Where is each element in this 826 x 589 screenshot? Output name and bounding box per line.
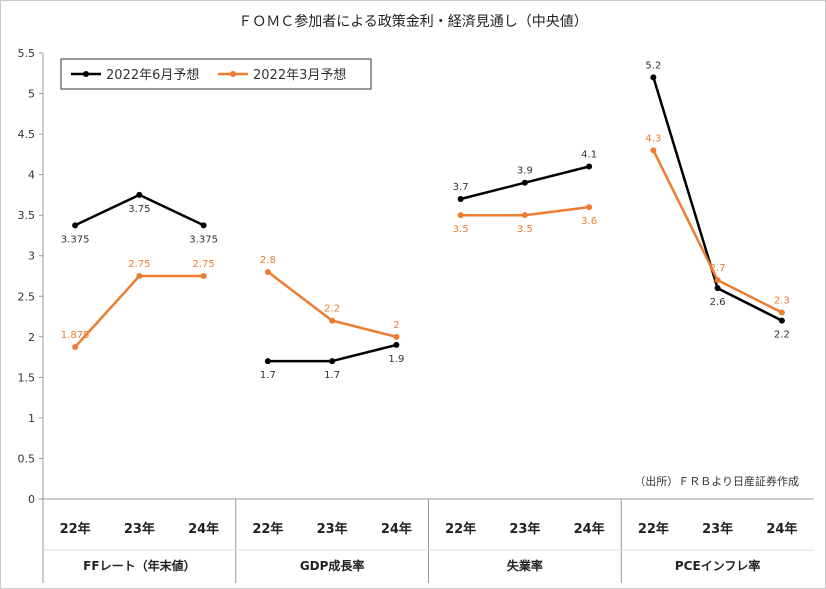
y-tick-label: 3: [28, 250, 35, 263]
data-point: [72, 343, 79, 350]
y-tick-label: 0: [28, 493, 35, 506]
data-point: [650, 74, 657, 81]
y-tick-label: 4.5: [18, 128, 36, 141]
data-point: [586, 163, 593, 170]
x-group-label: 失業率: [507, 558, 543, 573]
data-label: 2.75: [192, 259, 214, 270]
y-tick-label: 2.5: [18, 290, 36, 303]
data-label: 1.7: [260, 370, 276, 381]
data-label: 2.75: [128, 259, 150, 270]
y-tick-label: 2: [28, 331, 35, 344]
y-tick-label: 1.5: [18, 371, 36, 384]
data-label: 1.9: [388, 354, 404, 365]
data-point: [264, 268, 271, 275]
x-group-label: PCEインフレ率: [675, 558, 760, 573]
data-point: [136, 191, 143, 198]
x-category-label: 22年: [252, 521, 283, 537]
x-category-label: 24年: [188, 521, 219, 537]
y-tick-label: 1: [28, 412, 35, 425]
series-line: [652, 76, 783, 322]
x-category-label: 22年: [445, 521, 476, 537]
data-point: [778, 309, 785, 316]
y-tick-label: 4: [28, 169, 35, 182]
data-point: [72, 222, 79, 229]
x-category-label: 24年: [574, 521, 605, 537]
source-note: （出所）ＦＲＢより日産証券作成: [634, 474, 799, 488]
data-point: [521, 179, 528, 186]
legend-box: [60, 58, 372, 90]
data-label: 3.5: [453, 224, 469, 235]
axes: 0 0.5 1 1.5 2 2.5 3 3.5 4 4.5 5 5.5 22年 23年 24年 FFレート（年…: [18, 47, 814, 583]
x-group-label: FFレート（年末値）: [83, 558, 195, 573]
y-tick-label: 5: [28, 88, 35, 101]
x-category-label: 23年: [509, 521, 540, 537]
legend: 2022年6月予想 2022年3月予想: [60, 58, 372, 90]
series-line: [74, 274, 204, 348]
data-point: [329, 317, 336, 324]
series-layer: 3.375 3.75 3.375 1.7 1.7 1.9 3.7 3.9 4.1 5.2 2.6 2.…: [61, 60, 790, 381]
data-label: 2: [393, 320, 399, 331]
x-category-label: 22年: [638, 521, 669, 537]
legend-marker-march: [230, 71, 236, 77]
data-point: [714, 285, 721, 292]
legend-label-march: 2022年3月予想: [253, 67, 346, 83]
data-point: [200, 222, 207, 229]
data-label: 4.3: [645, 133, 661, 144]
data-point: [264, 358, 271, 365]
data-point: [778, 317, 785, 324]
data-label: 3.75: [128, 204, 150, 215]
data-point: [457, 212, 464, 219]
data-point: [136, 273, 143, 279]
x-category-label: 23年: [124, 521, 155, 537]
data-point: [393, 333, 400, 340]
data-label: 3.7: [453, 182, 469, 193]
data-label: 2.8: [260, 255, 276, 266]
data-label: 5.2: [645, 60, 661, 71]
y-tick-label: 5.5: [18, 47, 36, 60]
data-label: 3.9: [517, 166, 533, 177]
data-point: [650, 147, 657, 154]
data-label: 2.7: [710, 263, 726, 274]
data-label: 3.6: [581, 216, 597, 227]
data-point: [586, 204, 593, 211]
data-point: [200, 273, 207, 279]
data-label: 2.2: [774, 330, 790, 341]
data-label: 3.375: [61, 234, 90, 245]
y-tick-label: 0.5: [18, 452, 36, 465]
data-label: 3.375: [189, 234, 218, 245]
data-label: 4.1: [581, 150, 597, 161]
x-group-label: GDP成長率: [300, 558, 365, 573]
data-point: [521, 212, 528, 219]
data-label: 2.2: [324, 304, 340, 315]
x-category-label: 24年: [381, 521, 412, 537]
data-label: 2.3: [774, 295, 790, 306]
data-label: 1.875: [61, 330, 90, 341]
x-category-label: 22年: [60, 521, 91, 537]
data-label: 3.5: [517, 224, 533, 235]
data-point: [393, 341, 400, 348]
x-category-label: 24年: [766, 521, 797, 537]
y-tick-label: 3.5: [18, 209, 36, 222]
data-point: [457, 195, 464, 202]
data-point: [714, 277, 721, 284]
x-category-label: 23年: [702, 521, 733, 537]
data-point: [329, 358, 336, 365]
chart-title: ＦＯＭＣ参加者による政策金利・経済見通し（中央値）: [238, 13, 588, 30]
data-label: 1.7: [324, 370, 340, 381]
data-label: 2.6: [710, 297, 726, 308]
legend-marker-june: [83, 71, 89, 77]
x-category-label: 23年: [317, 521, 348, 537]
legend-label-june: 2022年6月予想: [106, 67, 199, 83]
